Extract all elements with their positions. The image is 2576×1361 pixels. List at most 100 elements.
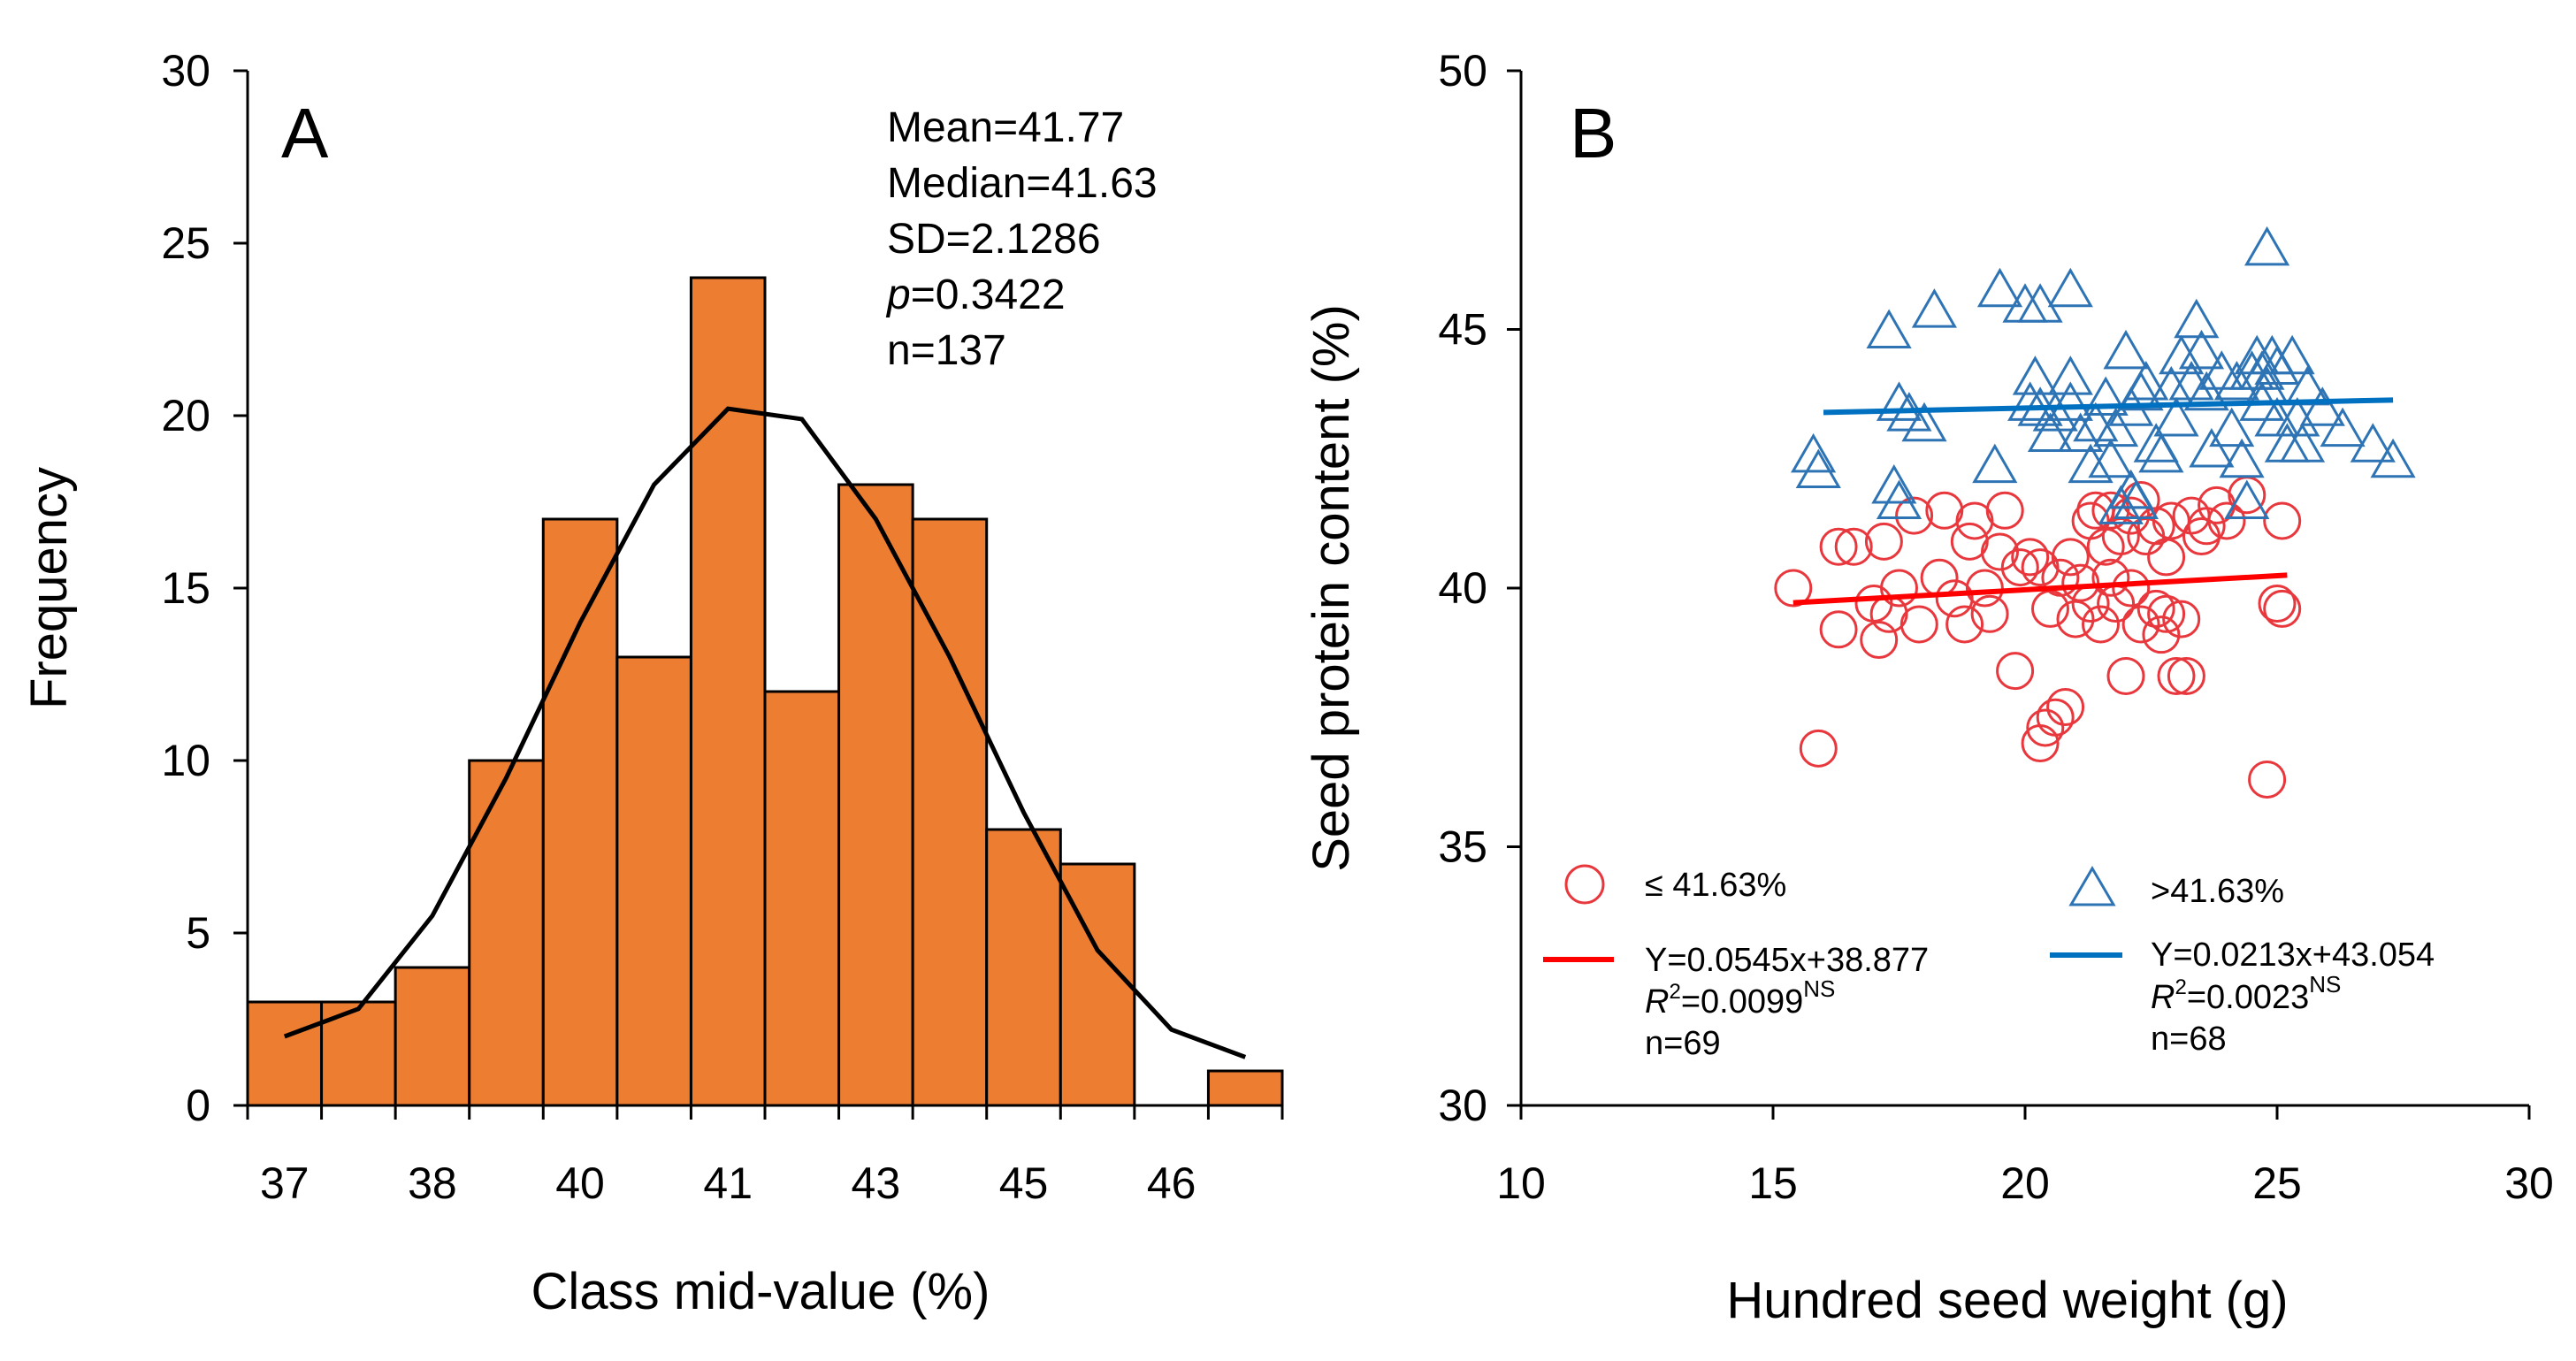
histogram-bar xyxy=(468,759,545,1107)
panel-a-x-ticks: 37 38 40 41 43 45 46 xyxy=(246,1105,1284,1208)
scatter-points xyxy=(1774,226,2416,799)
scatter-point-triangle xyxy=(1871,463,1917,504)
stat-p-value: =0.3422 xyxy=(911,271,1066,318)
scatter-point-circle xyxy=(2000,548,2039,587)
scatter-point-triangle xyxy=(2012,356,2058,395)
x-tick-label: 25 xyxy=(2252,1158,2302,1208)
x-tick-label: 37 xyxy=(260,1158,310,1208)
scatter-point-triangle xyxy=(2138,432,2184,473)
scatter-point-triangle xyxy=(2178,329,2225,370)
legend-high-r2: R2=0.0023NS xyxy=(2151,971,2341,1016)
scatter-point-triangle xyxy=(2299,386,2345,426)
fit-line-low xyxy=(1792,572,2288,606)
histogram-bar xyxy=(985,828,1062,1107)
scatter-point-circle xyxy=(2046,688,2085,727)
scatter-point-triangle xyxy=(2269,334,2315,375)
scatter-point-triangle xyxy=(2017,283,2063,323)
scatter-point-circle xyxy=(2112,569,2151,608)
legend-triangle-marker xyxy=(2068,866,2116,906)
scatter-point-triangle xyxy=(1901,401,1947,442)
legend-low-r2-value: =0.0099 xyxy=(1681,983,1803,1021)
scatter-point-circle xyxy=(1895,496,1934,535)
scatter-point-triangle xyxy=(2103,329,2149,370)
scatter-point-circle xyxy=(1864,522,1903,561)
scatter-point-circle xyxy=(1970,594,2009,633)
scatter-point-triangle xyxy=(1795,448,1841,488)
histogram-bar xyxy=(541,517,619,1107)
scatter-point-circle xyxy=(2142,616,2181,654)
scatter-point-triangle xyxy=(2219,438,2265,478)
scatter-point-circle xyxy=(1955,501,1994,540)
scatter-point-triangle xyxy=(2224,479,2270,520)
stat-n: n=137 xyxy=(887,327,1006,374)
scatter-point-circle xyxy=(2263,501,2302,540)
x-tick-label: 20 xyxy=(2000,1158,2050,1208)
scatter-point-triangle xyxy=(1791,432,1837,473)
scatter-point-triangle xyxy=(2073,401,2119,442)
scatter-point-circle xyxy=(1774,569,1813,608)
y-tick-label: 20 xyxy=(161,391,210,440)
legend-low-r2-sig: NS xyxy=(1803,975,1835,1002)
histogram-bar xyxy=(763,690,841,1107)
panel-b-y-ticks: 30 35 40 45 50 xyxy=(1438,46,1521,1130)
scatter-point-circle xyxy=(1860,621,1899,659)
scatter-point-triangle xyxy=(2047,381,2093,421)
scatter-point-circle xyxy=(1900,605,1938,644)
legend-high-n: n=68 xyxy=(2151,1021,2227,1058)
y-tick-label: 30 xyxy=(1438,1081,1487,1130)
scatter-point-triangle xyxy=(2113,479,2159,520)
stats-box: Mean=41.77 Median=41.63 SD=2.1286 p=0.34… xyxy=(885,104,1158,374)
legend-high-r2-value: =0.0023 xyxy=(2187,979,2309,1016)
legend-low: ≤ 41.63% Y=0.0545x+38.877 R2=0.0099NS n=… xyxy=(1543,864,1929,1062)
legend-high-label: >41.63% xyxy=(2151,873,2284,910)
scatter-point-circle xyxy=(2207,501,2246,540)
scatter-point-circle xyxy=(2091,491,2130,530)
scatter-point-circle xyxy=(1819,527,1858,566)
scatter-point-circle xyxy=(1834,527,1873,566)
scatter-point-circle xyxy=(2248,760,2287,799)
legend-low-label: ≤ 41.63% xyxy=(1645,867,1786,904)
x-tick-label: 41 xyxy=(703,1158,753,1208)
scatter-point-triangle xyxy=(2153,396,2199,437)
histogram-bar xyxy=(837,483,914,1107)
scatter-point-circle xyxy=(2056,600,2095,638)
scatter-point-circle xyxy=(2061,563,2100,602)
scatter-point-triangle xyxy=(2093,407,2139,447)
scatter-point-circle xyxy=(2106,656,2145,695)
y-tick-label: 50 xyxy=(1438,46,1487,96)
scatter-point-circle xyxy=(1996,652,2035,691)
scatter-point-circle xyxy=(1965,569,2004,608)
scatter-point-circle xyxy=(2162,600,2201,638)
x-tick-label: 10 xyxy=(1496,1158,1546,1208)
y-tick-label: 10 xyxy=(161,736,210,785)
scatter-point-triangle xyxy=(2350,423,2396,463)
scatter-point-circle xyxy=(2021,548,2060,587)
legend-high-r2-sup: 2 xyxy=(2175,975,2186,999)
scatter-point-triangle xyxy=(2032,392,2078,432)
legend-high-r2-sig: NS xyxy=(2309,971,2341,998)
y-tick-label: 5 xyxy=(186,908,210,958)
scatter-point-triangle xyxy=(1976,267,2023,308)
legend-high-r2-symbol: R xyxy=(2151,979,2175,1016)
y-tick-label: 35 xyxy=(1438,822,1487,872)
x-tick-label: 45 xyxy=(999,1158,1049,1208)
stat-mean: Mean=41.77 xyxy=(887,104,1124,151)
scatter-point-triangle xyxy=(1866,309,1912,348)
panel-a-y-ticks: 0 5 10 15 20 25 30 xyxy=(161,46,248,1130)
stat-p-symbol: p xyxy=(885,271,911,318)
legend-low-r2-symbol: R xyxy=(1645,983,1669,1021)
x-tick-label: 43 xyxy=(852,1158,901,1208)
y-tick-label: 40 xyxy=(1438,563,1487,613)
scatter-point-circle xyxy=(2263,589,2302,628)
stat-median: Median=41.63 xyxy=(887,160,1158,207)
x-tick-label: 30 xyxy=(2504,1158,2554,1208)
scatter-point-circle xyxy=(2187,507,2226,546)
y-tick-label: 15 xyxy=(161,563,210,613)
scatter-point-circle xyxy=(2167,656,2205,695)
scatter-point-circle xyxy=(2051,538,2090,577)
scatter-point-triangle xyxy=(2159,334,2205,375)
scatter-point-triangle xyxy=(2058,412,2104,452)
scatter-point-circle xyxy=(2147,538,2186,577)
scatter-point-triangle xyxy=(2254,345,2300,385)
fit-line-high xyxy=(1823,397,2394,416)
